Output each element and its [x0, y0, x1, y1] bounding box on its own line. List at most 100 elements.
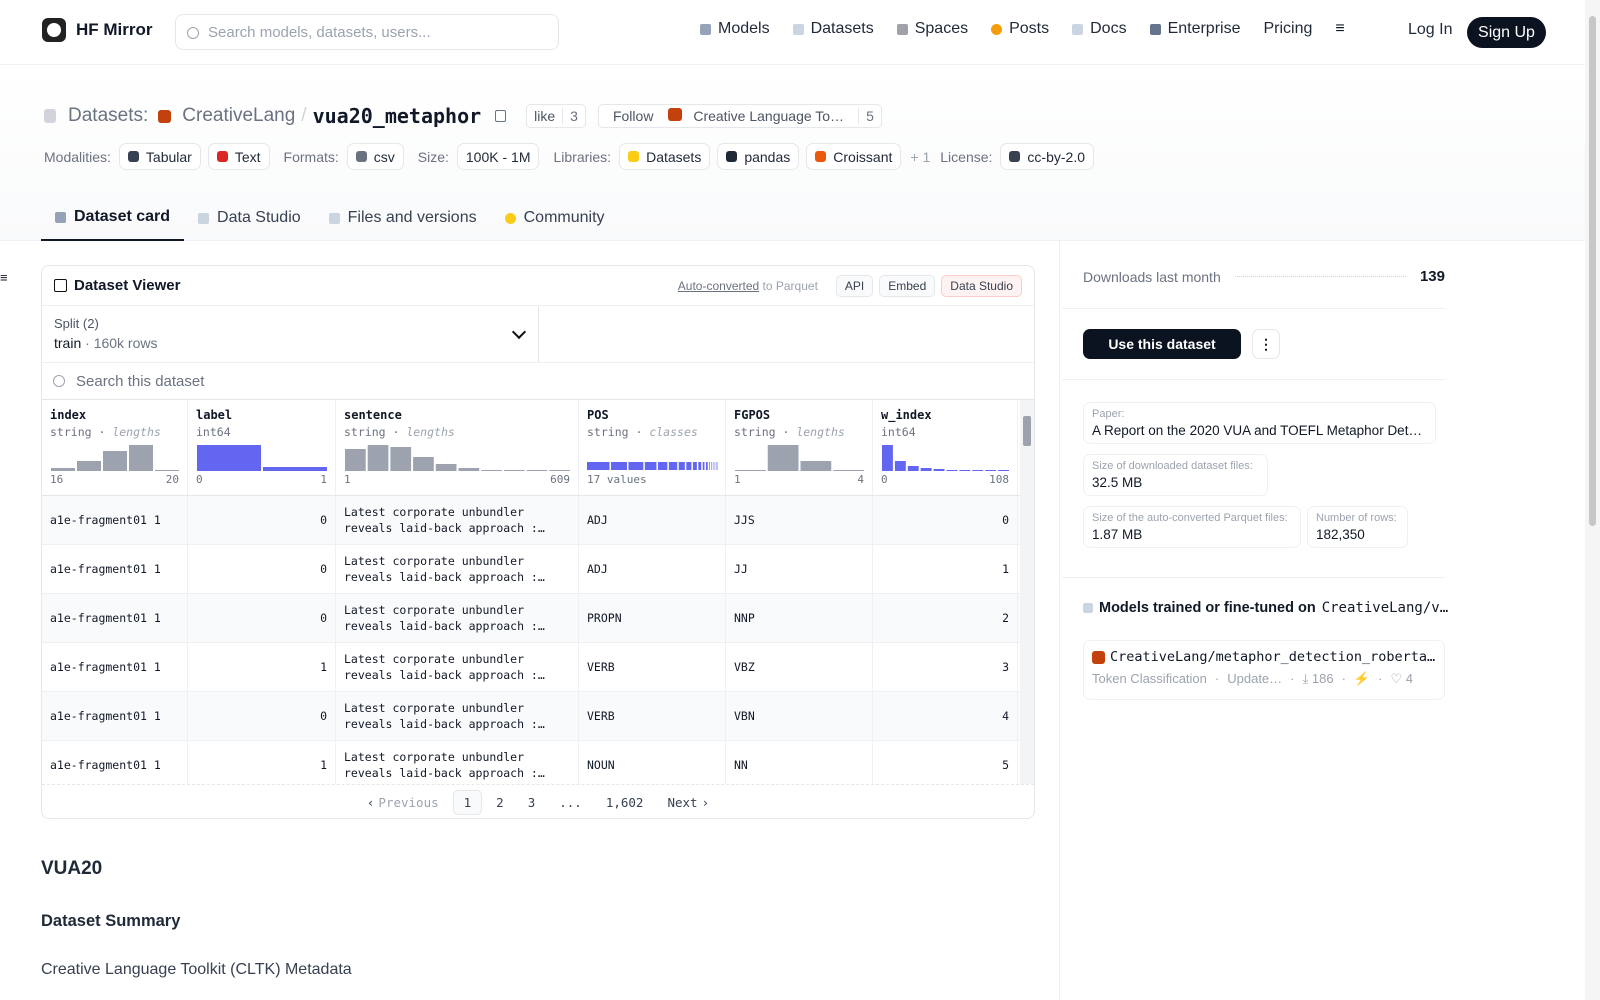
column-header[interactable]: w_index int64 0 108 [873, 400, 1018, 495]
auto-converted-link[interactable]: Auto-converted [677, 278, 760, 293]
copy-icon[interactable] [495, 110, 507, 122]
tag-chip[interactable]: Croissant [806, 143, 902, 170]
page-link[interactable]: 1 [452, 790, 483, 815]
model-task: Token Classification [1092, 671, 1207, 686]
data-table: index string · lengths 16 20 label int64 0 1 sen… [42, 400, 1034, 784]
side-toggle[interactable]: ≡ [0, 270, 8, 285]
column-range: 0 108 [881, 473, 1009, 486]
signup[interactable]: Sign Up [1467, 17, 1546, 48]
class-segment [611, 462, 627, 470]
tag-more[interactable]: + 1 [910, 148, 931, 165]
column-header[interactable]: label int64 0 1 [188, 400, 336, 495]
brand-name[interactable]: HF Mirror [76, 20, 153, 39]
login[interactable]: Log In [1408, 21, 1453, 38]
tag-chip[interactable]: Tabular [118, 143, 201, 170]
split-dropdown[interactable]: Split (2) train · 160k rows [42, 306, 539, 362]
use-dataset-button[interactable]: Use this dataset [1083, 329, 1241, 359]
tab[interactable]: Data Studio [184, 200, 315, 241]
cell-text: 1 [320, 758, 327, 772]
tag-chip[interactable]: cc-by-2.0 [1000, 143, 1094, 170]
table-scrollbar[interactable] [1020, 400, 1034, 784]
api-button[interactable]: API [835, 274, 874, 297]
next-page[interactable]: Next › [667, 795, 710, 810]
tab[interactable]: Community [491, 200, 619, 241]
menu-icon[interactable]: ≡ [1335, 20, 1345, 37]
like-button[interactable]: like 3 [526, 104, 586, 128]
tag-chip[interactable]: csv [346, 143, 404, 170]
dataset-viewer: Dataset Viewer Auto-converted to Parquet… [41, 265, 1035, 819]
column-name: sentence [344, 408, 402, 422]
previous-page[interactable]: ‹ Previous [366, 795, 439, 810]
nav-link[interactable]: Enterprise [1149, 20, 1240, 38]
divider [1059, 241, 1060, 1000]
sort-icon[interactable] [319, 411, 327, 421]
nav-link[interactable]: Posts [991, 20, 1049, 38]
column-header[interactable]: POS string · classes 17 values [579, 400, 726, 495]
tag-label: csv [373, 148, 395, 165]
tag-chip[interactable]: 100K - 1M [456, 143, 540, 170]
sort-icon[interactable] [856, 411, 864, 421]
model-downloads-count: 186 [1311, 671, 1334, 686]
sort-icon[interactable] [171, 411, 179, 421]
column-dtype: string [50, 425, 92, 439]
page-link[interactable]: 3 [527, 795, 536, 810]
column-header[interactable]: index string · lengths 16 20 [42, 400, 188, 495]
nav-link[interactable]: Pricing [1263, 20, 1312, 38]
tag-chip[interactable]: pandas [717, 143, 800, 170]
dataset-search[interactable]: Search this dataset [42, 363, 1034, 400]
brand[interactable]: HF Mirror [42, 18, 153, 42]
table-cell: a1e-fragment01 1 [42, 545, 188, 593]
tab[interactable]: Files and versions [315, 200, 491, 241]
table-row[interactable]: a1e-fragment01 1 0 Latest corporate unbund… [42, 496, 1034, 545]
more-button[interactable]: ⋮ [1252, 329, 1280, 359]
tag-chip[interactable]: Text [207, 143, 270, 170]
nav-link[interactable]: Docs [1072, 20, 1127, 38]
column-max: 1 [320, 473, 327, 486]
parquet-size-box: Size of the auto-converted Parquet files… [1083, 506, 1301, 548]
paper-box[interactable]: Paper: A Report on the 2020 VUA and TOEFL… [1083, 402, 1436, 444]
model-name[interactable]: CreativeLang/metaphor_detection_roberta… [1110, 649, 1436, 665]
cell-text: JJS [734, 513, 755, 527]
sort-icon[interactable] [562, 411, 570, 421]
cell-text: 3 [1002, 660, 1009, 674]
table-cell: NOUN [579, 741, 726, 784]
models-heading-text: Models trained or fine-tuned on [1099, 600, 1316, 616]
owner[interactable]: CreativeLang [182, 105, 296, 126]
class-segment [657, 462, 668, 470]
sort-icon[interactable] [709, 411, 717, 421]
follow-button[interactable]: Follow Creative Language To… 5 [597, 104, 882, 128]
nav-link[interactable]: Spaces [896, 20, 968, 38]
page-scrollbar[interactable] [1585, 0, 1600, 1000]
tags: Modalities: Tabular Text Formats: csv Size: 10… [44, 143, 1108, 170]
table-row[interactable]: a1e-fragment01 1 0 Latest corporate unbund… [42, 594, 1034, 643]
data-studio-button[interactable]: Data Studio [941, 274, 1022, 297]
global-search[interactable]: Search models, datasets, users... [175, 14, 559, 50]
embed-button[interactable]: Embed [879, 274, 936, 297]
model-card[interactable]: CreativeLang/metaphor_detection_roberta…… [1083, 640, 1445, 700]
follow-org: Creative Language To… [693, 108, 845, 124]
column-header[interactable]: FGPOS string · lengths 1 4 [726, 400, 873, 495]
nav-link[interactable]: Datasets [792, 20, 874, 38]
table-cell: 1 [188, 741, 336, 784]
table-row[interactable]: a1e-fragment01 1 0 Latest corporate unbund… [42, 545, 1034, 594]
table-row[interactable]: a1e-fragment01 1 1 Latest corporate unbund… [42, 741, 1034, 784]
class-segment [705, 462, 708, 470]
column-dtype: int64 [196, 425, 231, 439]
sort-icon[interactable] [1001, 411, 1009, 421]
table-row[interactable]: a1e-fragment01 1 1 Latest corporate unbund… [42, 643, 1034, 692]
histogram-bar [526, 470, 548, 471]
page-link[interactable]: 2 [496, 795, 504, 810]
table-row[interactable]: a1e-fragment01 1 0 Latest corporate unbund… [42, 692, 1034, 741]
models-dataset[interactable]: CreativeLang/v… [1321, 600, 1449, 616]
rows-count: 182,350 [1316, 527, 1365, 542]
tag-chip[interactable]: Datasets [619, 143, 711, 170]
dataset-name[interactable]: vua20_metaphor [312, 104, 482, 128]
section[interactable]: Datasets: [68, 105, 149, 126]
page-link[interactable]: 1,602 [605, 795, 644, 810]
table-cell: VERB [579, 643, 726, 691]
tab[interactable]: Dataset card [41, 200, 185, 241]
nav-link[interactable]: Models [700, 20, 770, 38]
column-header[interactable]: sentence string · lengths 1 609 [336, 400, 579, 495]
